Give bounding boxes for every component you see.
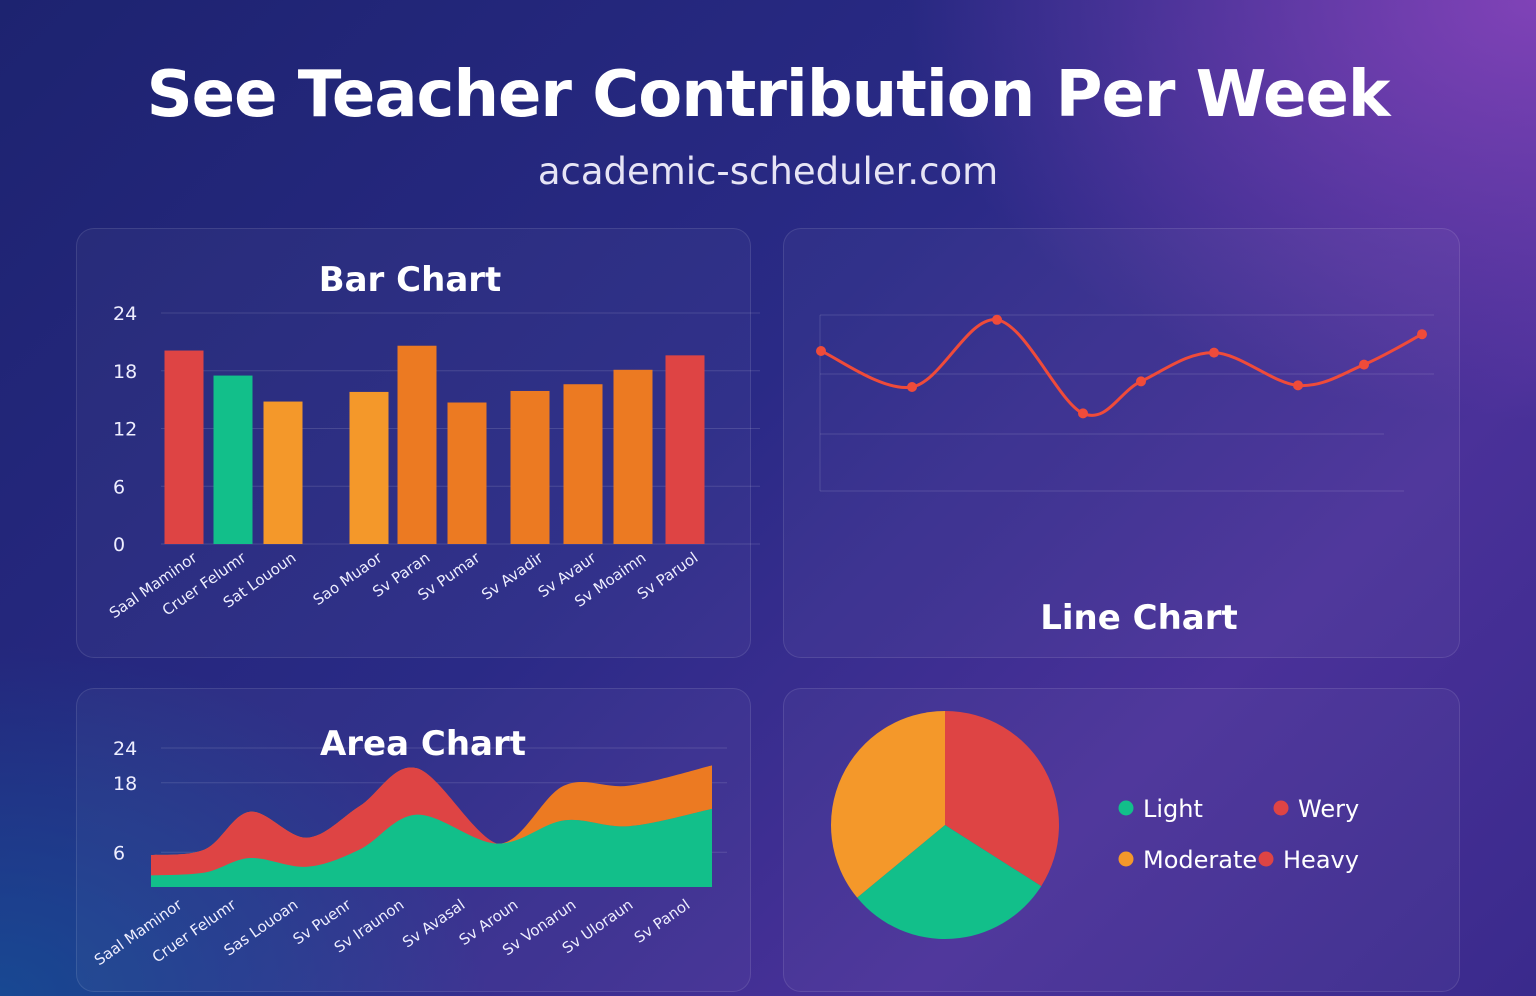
pie-legend-swatch [1118, 800, 1134, 816]
pie-slice-moderate [831, 711, 945, 898]
area-x-label: Sv Panol [631, 896, 693, 947]
line-series [820, 318, 1423, 417]
area-series-light [151, 808, 712, 887]
page-title: See Teacher Contribution Per Week [146, 58, 1391, 132]
area-y-tick: 24 [113, 738, 137, 760]
line-point [1078, 408, 1088, 419]
pie-legend-swatch [1273, 800, 1289, 816]
area-x-label: Sv Avasal [399, 896, 468, 952]
line-point [816, 346, 826, 356]
line-point [1417, 329, 1427, 340]
line-chart-panel: Line Chart [783, 228, 1460, 658]
area-y-tick: 6 [113, 842, 125, 864]
area-chart-panel: Area Chart 24 18 6 Saal Maminor Cruer Felumr… [76, 688, 751, 992]
bar-y-tick: 6 [113, 476, 125, 498]
bar-y-tick: 24 [113, 303, 137, 325]
bar-y-tick: 18 [113, 361, 137, 383]
bar-chart-title: Bar Chart [319, 260, 502, 300]
line-point [1359, 359, 1369, 370]
pie-legend-label: Heavy [1283, 846, 1359, 874]
bar [665, 355, 705, 544]
bar [349, 391, 389, 544]
area-y-tick: 18 [113, 773, 137, 795]
bar-x-label: Cruer Felumr [159, 548, 250, 619]
bar [164, 350, 204, 544]
bar [397, 345, 437, 544]
pie-slice-heavy [945, 711, 1059, 887]
area-x-label: Saal Maminor [91, 895, 186, 969]
bar-y-tick: 12 [113, 419, 137, 441]
pie-legend-label: Wery [1298, 795, 1359, 823]
line-point [1293, 380, 1303, 391]
bar-x-label: Sv Avadir [478, 548, 547, 604]
line-point [907, 382, 917, 392]
line-point [1136, 376, 1146, 387]
line-point [992, 314, 1002, 325]
pie-legend-swatch [1258, 851, 1274, 867]
bar [510, 390, 550, 544]
pie-legend-swatch [1118, 851, 1134, 867]
line-point [1209, 347, 1219, 358]
bar-chart-panel: Bar Chart 24 18 12 6 0 Saal Maminor Cruer Felu… [76, 228, 760, 658]
bar [213, 375, 253, 544]
pie-chart-svg: Light Wery Moderate Heavy [831, 711, 1359, 939]
pie-slice-light [857, 825, 1042, 939]
bar [563, 384, 603, 544]
page-subtitle: academic-scheduler.com [537, 150, 999, 193]
pie-legend-label: Light [1143, 795, 1203, 823]
area-chart-title: Area Chart [320, 724, 526, 764]
bar [447, 402, 487, 544]
bar-x-label: Sao Muaor [310, 548, 386, 609]
line-chart-svg: Line Chart [816, 314, 1434, 638]
pie-legend-label: Moderate [1143, 846, 1257, 874]
pie-chart-panel: Light Wery Moderate Heavy [783, 688, 1460, 992]
line-chart-title: Line Chart [1040, 598, 1238, 638]
bar [613, 369, 653, 544]
bar [263, 401, 303, 544]
bar-y-tick: 0 [113, 534, 125, 556]
